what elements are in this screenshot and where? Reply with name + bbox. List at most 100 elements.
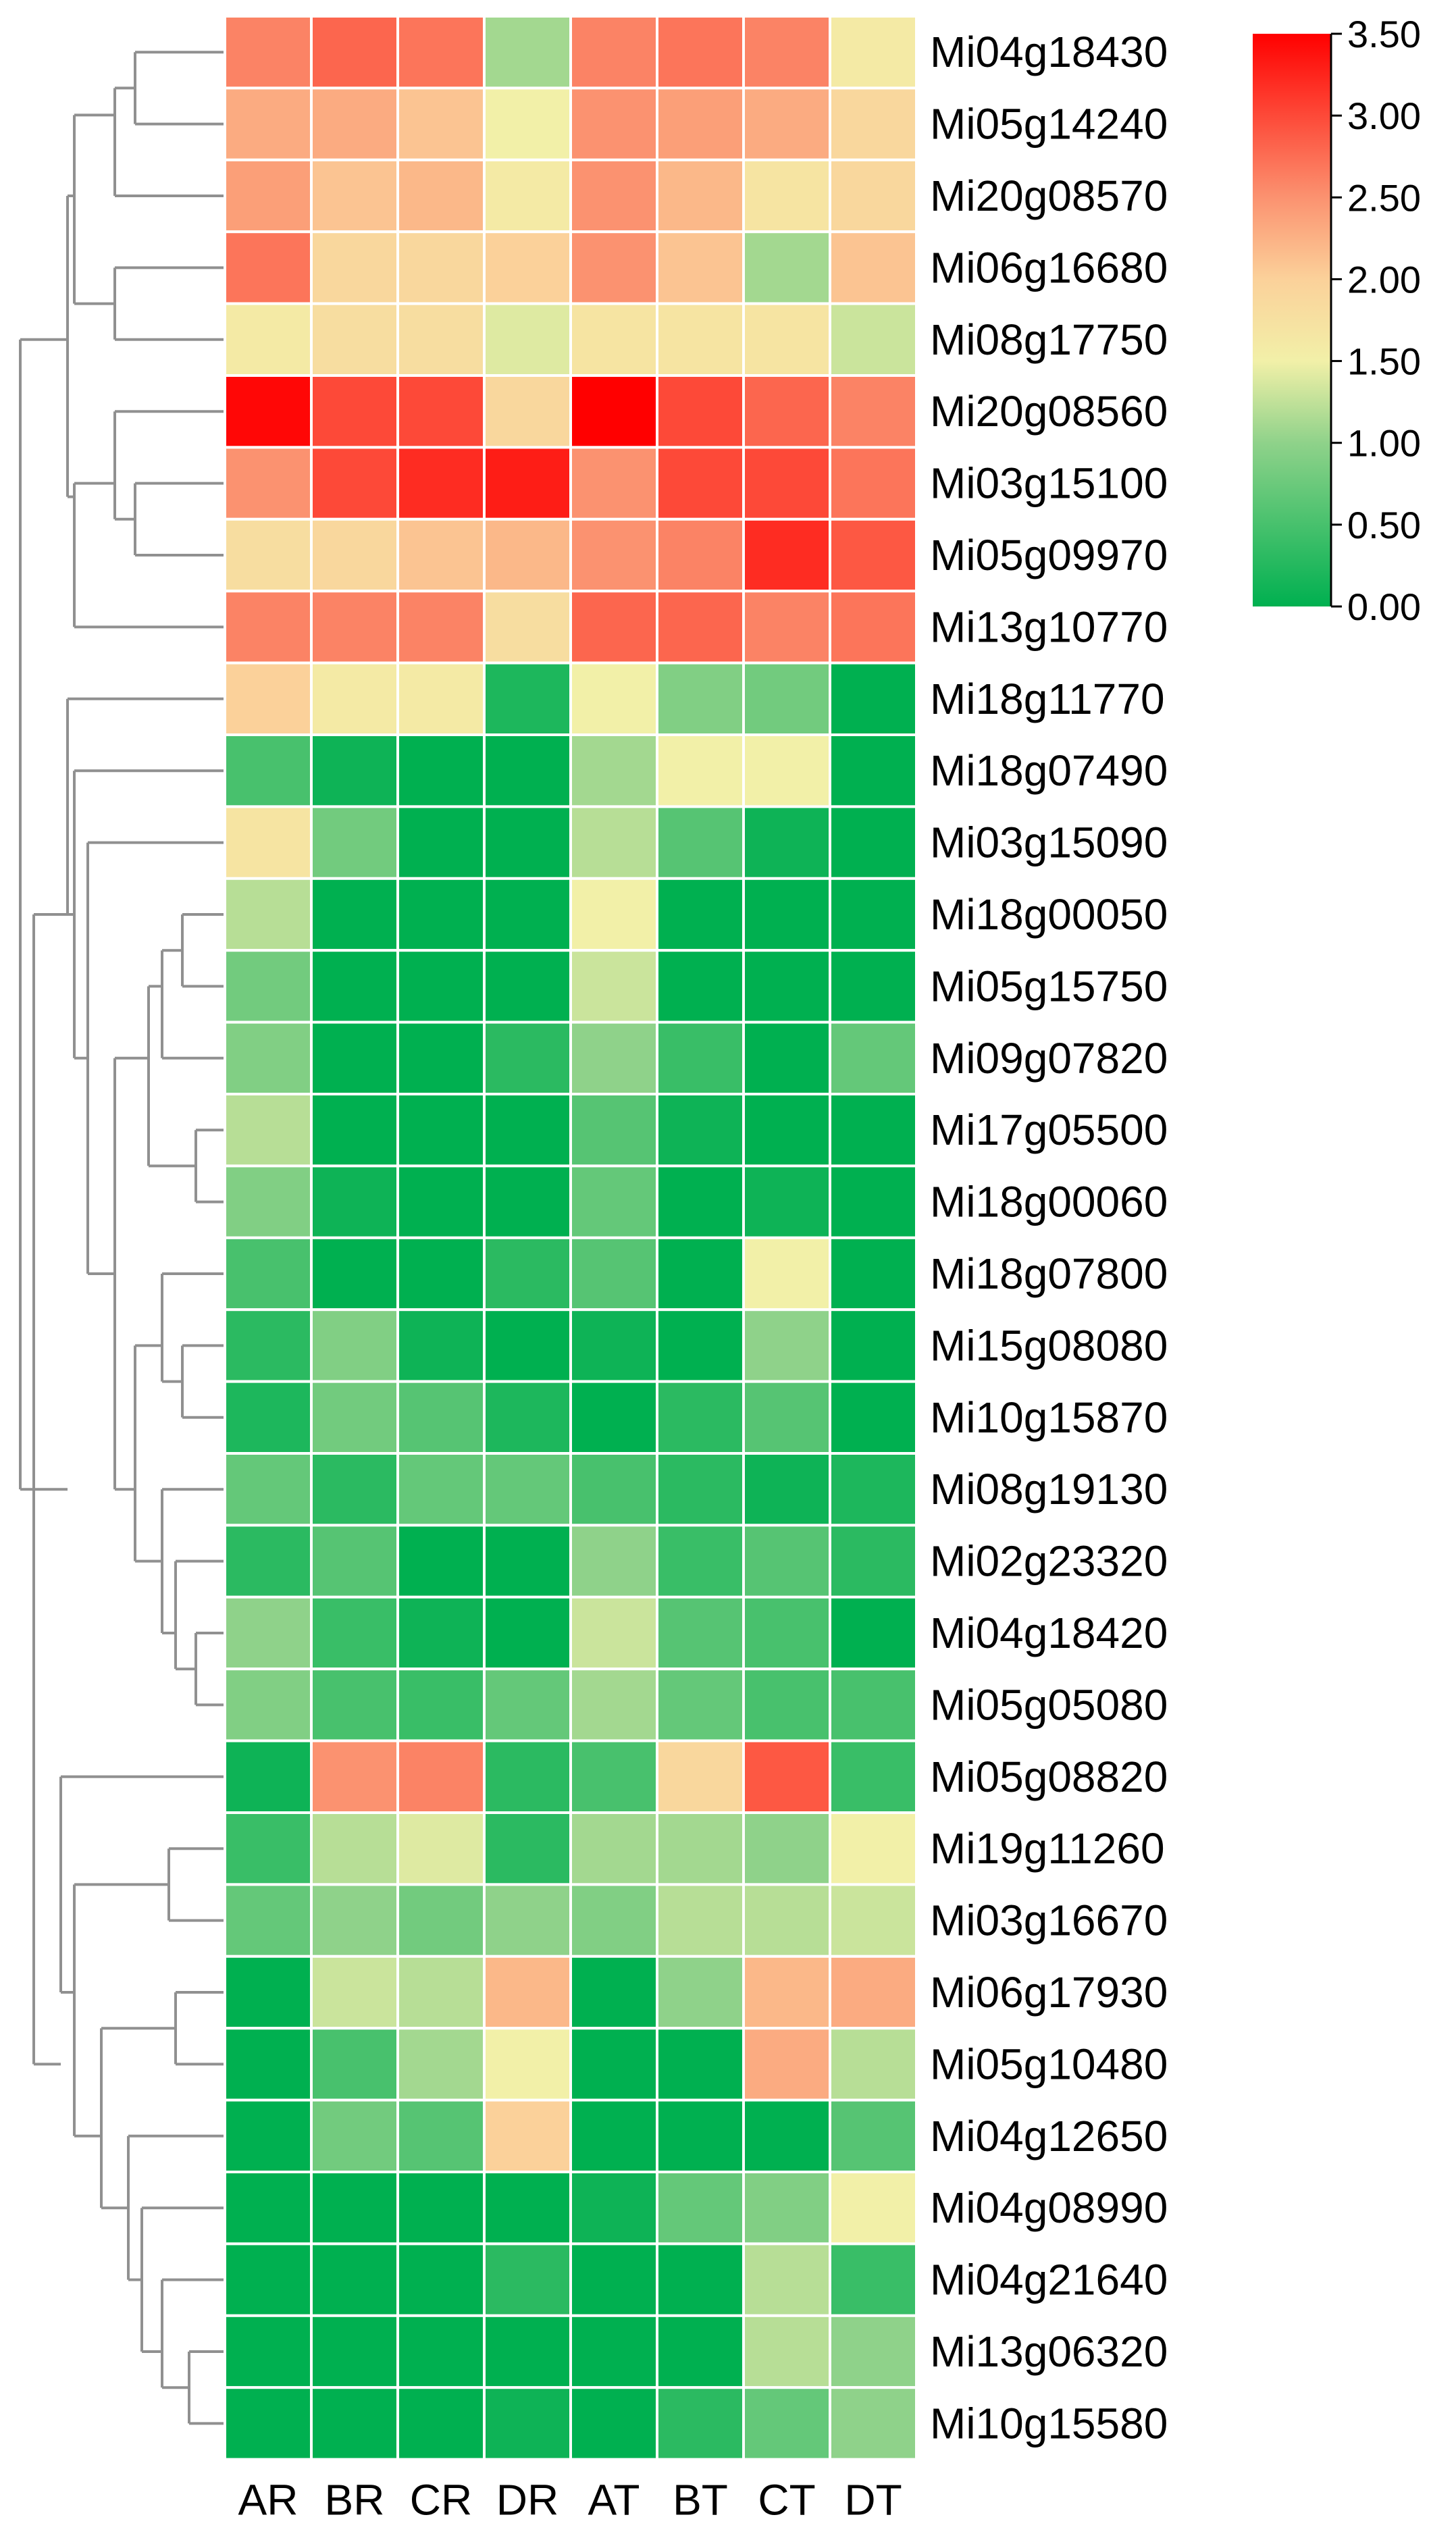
heatmap-cell xyxy=(483,2386,572,2461)
heatmap-cell xyxy=(310,1739,399,1815)
heatmap-cell xyxy=(310,374,399,449)
row-labels: Mi04g18430 Mi05g14240 Mi20g08570 Mi06g16680… xyxy=(930,28,1168,2448)
row-label: Mi15g08080 xyxy=(930,1321,1168,1370)
heatmap-cell xyxy=(483,1667,572,1742)
heatmap-cell xyxy=(224,2027,313,2102)
column-label: DR xyxy=(496,2476,558,2524)
heatmap-cell xyxy=(310,733,399,808)
row-label: Mi18g07800 xyxy=(930,1249,1168,1298)
heatmap-cell xyxy=(829,302,918,378)
heatmap-cell xyxy=(396,733,486,808)
heatmap-cell xyxy=(829,86,918,161)
heatmap-cell xyxy=(224,1883,313,1958)
heatmap-cell xyxy=(396,1308,486,1383)
heatmap-cell xyxy=(829,446,918,521)
heatmap-cell xyxy=(483,1524,572,1599)
heatmap-cell xyxy=(310,805,399,880)
heatmap-cell xyxy=(742,2314,831,2389)
row-label: Mi20g08570 xyxy=(930,172,1168,220)
heatmap-cell xyxy=(569,1667,658,1742)
row-label: Mi04g12650 xyxy=(930,2112,1168,2160)
heatmap-cell xyxy=(224,1020,313,1095)
heatmap-cell xyxy=(829,1308,918,1383)
heatmap-cell xyxy=(829,2027,918,2102)
heatmap-cell xyxy=(656,2386,745,2461)
heatmap-cell xyxy=(742,2098,831,2174)
column-label: BR xyxy=(325,2476,385,2524)
heatmap-cell xyxy=(742,733,831,808)
column-label: DT xyxy=(844,2476,902,2524)
heatmap-cell xyxy=(310,15,399,90)
heatmap-cell xyxy=(310,1667,399,1742)
heatmap-cell xyxy=(224,1380,313,1455)
heatmap-cell xyxy=(224,733,313,808)
row-label: Mi13g10770 xyxy=(930,602,1168,651)
heatmap-cell xyxy=(224,1667,313,1742)
heatmap-cell xyxy=(742,374,831,449)
heatmap-cell xyxy=(483,158,572,234)
heatmap-cell xyxy=(396,1811,486,1886)
heatmap-cell xyxy=(656,2098,745,2174)
heatmap-cell xyxy=(829,1739,918,1815)
heatmap-cell xyxy=(310,1236,399,1312)
heatmap-cell xyxy=(224,230,313,305)
heatmap-cell xyxy=(742,1380,831,1455)
heatmap-cell xyxy=(742,1236,831,1312)
heatmap-cell xyxy=(742,1452,831,1527)
heatmap-cell xyxy=(224,805,313,880)
heatmap-cell xyxy=(396,158,486,234)
row-label: Mi05g14240 xyxy=(930,100,1168,149)
heatmap-cell xyxy=(829,1093,918,1168)
heatmap-cell xyxy=(656,661,745,736)
heatmap-cell xyxy=(310,1380,399,1455)
heatmap-cell xyxy=(483,1020,572,1095)
heatmap-cell xyxy=(829,877,918,952)
heatmap-cell xyxy=(396,1954,486,2030)
heatmap-cell xyxy=(742,1954,831,2030)
heatmap-cell xyxy=(829,1524,918,1599)
heatmap-cell xyxy=(742,590,831,665)
heatmap-cell xyxy=(224,590,313,665)
heatmap-cell xyxy=(310,1954,399,2030)
row-label: Mi05g15750 xyxy=(930,962,1168,1010)
heatmap-cell xyxy=(656,15,745,90)
heatmap-cell xyxy=(483,2242,572,2317)
row-label: Mi08g19130 xyxy=(930,1465,1168,1513)
row-label: Mi18g00060 xyxy=(930,1178,1168,1226)
heatmap-cell xyxy=(310,2171,399,2246)
heatmap-cell xyxy=(656,86,745,161)
heatmap-cell xyxy=(396,446,486,521)
heatmap-cell xyxy=(310,86,399,161)
heatmap-cell xyxy=(310,158,399,234)
heatmap-cell xyxy=(396,1093,486,1168)
heatmap-cell xyxy=(396,86,486,161)
heatmap-cell xyxy=(569,733,658,808)
heatmap-cell xyxy=(483,2171,572,2246)
heatmap-cell xyxy=(742,2027,831,2102)
row-label: Mi10g15870 xyxy=(930,1393,1168,1442)
row-label: Mi18g11770 xyxy=(930,675,1165,723)
heatmap-cell xyxy=(224,517,313,593)
color-scale-legend: 3.50 3.00 2.50 2.00 1.50 1.00 0.50 0.00 xyxy=(1253,13,1421,628)
row-label: Mi08g17750 xyxy=(930,315,1168,364)
heatmap-cell xyxy=(829,2314,918,2389)
heatmap-cell xyxy=(656,877,745,952)
heatmap-cell xyxy=(396,2027,486,2102)
heatmap-cell xyxy=(742,302,831,378)
heatmap-cell xyxy=(310,1811,399,1886)
heatmap-cell xyxy=(569,1739,658,1815)
color-scale-tick-label: 1.00 xyxy=(1347,422,1421,465)
heatmap-cell xyxy=(483,805,572,880)
heatmap-cell xyxy=(569,446,658,521)
heatmap-cell xyxy=(829,1164,918,1239)
heatmap-cell xyxy=(483,1380,572,1455)
heatmap-cell xyxy=(224,2171,313,2246)
heatmap-cell xyxy=(224,2242,313,2317)
row-label: Mi05g10480 xyxy=(930,2040,1168,2088)
row-label: Mi04g21640 xyxy=(930,2256,1168,2304)
heatmap-cell xyxy=(569,661,658,736)
heatmap-cell xyxy=(742,517,831,593)
heatmap-cell xyxy=(742,1020,831,1095)
heatmap-cell xyxy=(483,2314,572,2389)
